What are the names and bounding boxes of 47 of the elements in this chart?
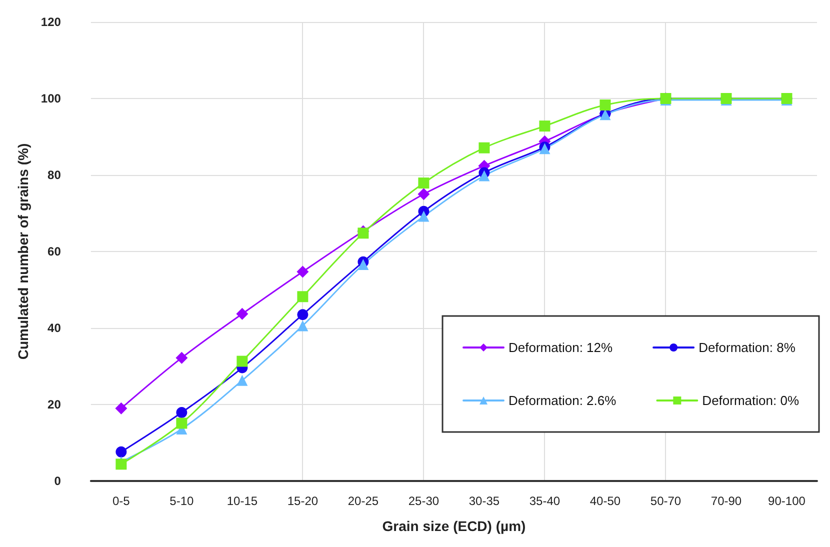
point [116, 458, 127, 470]
point [478, 170, 490, 182]
x-tick-label: 35-40 [529, 494, 560, 508]
legend-label: Deformation: 0% [702, 393, 800, 408]
point [236, 374, 248, 386]
x-tick-label: 0-5 [112, 494, 130, 508]
legend-label: Deformation: 2.6% [508, 393, 617, 408]
y-axis-title: Cumulated number of grains (%) [15, 143, 31, 360]
point [418, 188, 430, 200]
x-tick-label: 70-90 [710, 494, 742, 508]
y-tick-label: 20 [48, 398, 62, 412]
x-tick-label: 5-10 [170, 494, 194, 508]
y-tick-label: 120 [40, 15, 62, 29]
point [358, 259, 369, 270]
point [115, 402, 128, 414]
point [418, 178, 430, 189]
point [600, 100, 611, 111]
legend-label: Deformation: 12% [508, 340, 614, 355]
point [176, 352, 188, 364]
x-tick-label: 90-100 [768, 494, 806, 508]
point [296, 266, 309, 278]
point [236, 308, 248, 320]
point [539, 120, 550, 132]
point [297, 309, 308, 320]
x-tick-label: 50-70 [650, 494, 682, 508]
y-tick-label: 0 [54, 474, 62, 488]
y-tick-label: 80 [48, 168, 62, 182]
x-tick-label: 25-30 [408, 494, 440, 508]
point [478, 142, 490, 154]
point [297, 320, 308, 332]
point [297, 291, 308, 302]
x-tick-label: 40-50 [590, 494, 621, 508]
y-tick-label: 100 [40, 92, 62, 106]
y-tick-label: 40 [48, 321, 62, 335]
point [358, 228, 369, 239]
point [116, 446, 127, 458]
x-tick-label: 10-15 [226, 494, 258, 508]
y-tick-label: 60 [48, 244, 62, 258]
x-axis-title: Grain size (ECD) (µm) [382, 518, 526, 534]
x-tick-label: 20-25 [348, 494, 379, 508]
x-tick-label: 15-20 [287, 494, 318, 508]
point [236, 356, 248, 367]
point [418, 210, 430, 222]
point [176, 418, 188, 429]
point [176, 407, 188, 418]
x-tick-label: 30-35 [468, 494, 500, 508]
legend-label: Deformation: 8% [698, 340, 796, 355]
